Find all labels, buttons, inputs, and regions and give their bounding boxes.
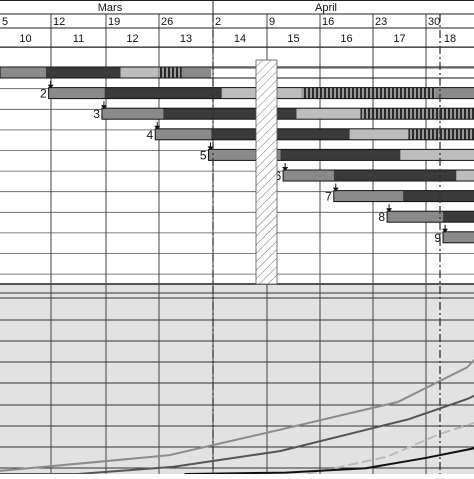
task-segment (211, 129, 350, 140)
week-label: 18 (444, 33, 456, 45)
week-label: 13 (180, 33, 192, 45)
holiday-block (256, 60, 277, 284)
task-segment (403, 191, 474, 202)
task-segment (302, 88, 435, 99)
week-label: 12 (126, 33, 138, 45)
date-label: 9 (269, 16, 275, 28)
task-bar-6[interactable]: 6 (274, 163, 474, 183)
week-label: 16 (340, 33, 352, 45)
task-segment (456, 170, 474, 181)
week-label: 10 (19, 33, 31, 45)
week-label: 11 (73, 33, 84, 45)
date-label: 23 (375, 16, 387, 28)
mars-label: Mars (98, 2, 123, 14)
task-segment (155, 129, 211, 140)
task-segment (334, 170, 457, 181)
task-segment (408, 129, 474, 140)
week-label: 14 (234, 33, 246, 45)
april-label: April (315, 2, 337, 14)
task-number: 5 (200, 148, 207, 162)
task-segment (350, 129, 409, 140)
date-label: 12 (53, 16, 65, 28)
task-number: 8 (378, 210, 385, 224)
week-label: 15 (287, 33, 299, 45)
task-segment (443, 211, 474, 222)
date-label: 16 (322, 16, 334, 28)
task-bar-1[interactable] (0, 67, 474, 78)
task-number: 3 (93, 107, 100, 121)
task-segment (435, 88, 474, 99)
task-segment (400, 149, 474, 160)
graph-panel (0, 284, 474, 474)
task-bar-3[interactable]: 3 (93, 101, 474, 121)
date-label: 2 (215, 16, 221, 28)
date-label: 30 (428, 16, 440, 28)
task-segment (283, 170, 334, 181)
task-segment (334, 191, 403, 202)
task-segment (49, 88, 105, 99)
task-segment (46, 67, 121, 78)
task-bar-5[interactable]: 5 (200, 142, 474, 162)
task-segment (158, 67, 182, 78)
task-segment (121, 67, 158, 78)
task-segment (105, 88, 222, 99)
date-label: 19 (108, 16, 120, 28)
task-segment (182, 67, 211, 78)
task-number: 7 (325, 190, 332, 204)
week-label: 17 (393, 33, 405, 45)
task-segment (296, 108, 360, 119)
date-label: 5 (2, 16, 8, 28)
task-segment (387, 211, 443, 222)
task-segment (443, 232, 474, 243)
task-segment (280, 149, 400, 160)
task-bar-7[interactable]: 7 (325, 184, 474, 204)
date-label: 26 (161, 16, 173, 28)
task-number: 2 (40, 87, 47, 101)
task-number: 4 (147, 128, 154, 142)
task-segment (102, 108, 163, 119)
task-segment (360, 108, 474, 119)
task-bar-4[interactable]: 4 (147, 122, 474, 142)
task-segment (0, 67, 46, 78)
